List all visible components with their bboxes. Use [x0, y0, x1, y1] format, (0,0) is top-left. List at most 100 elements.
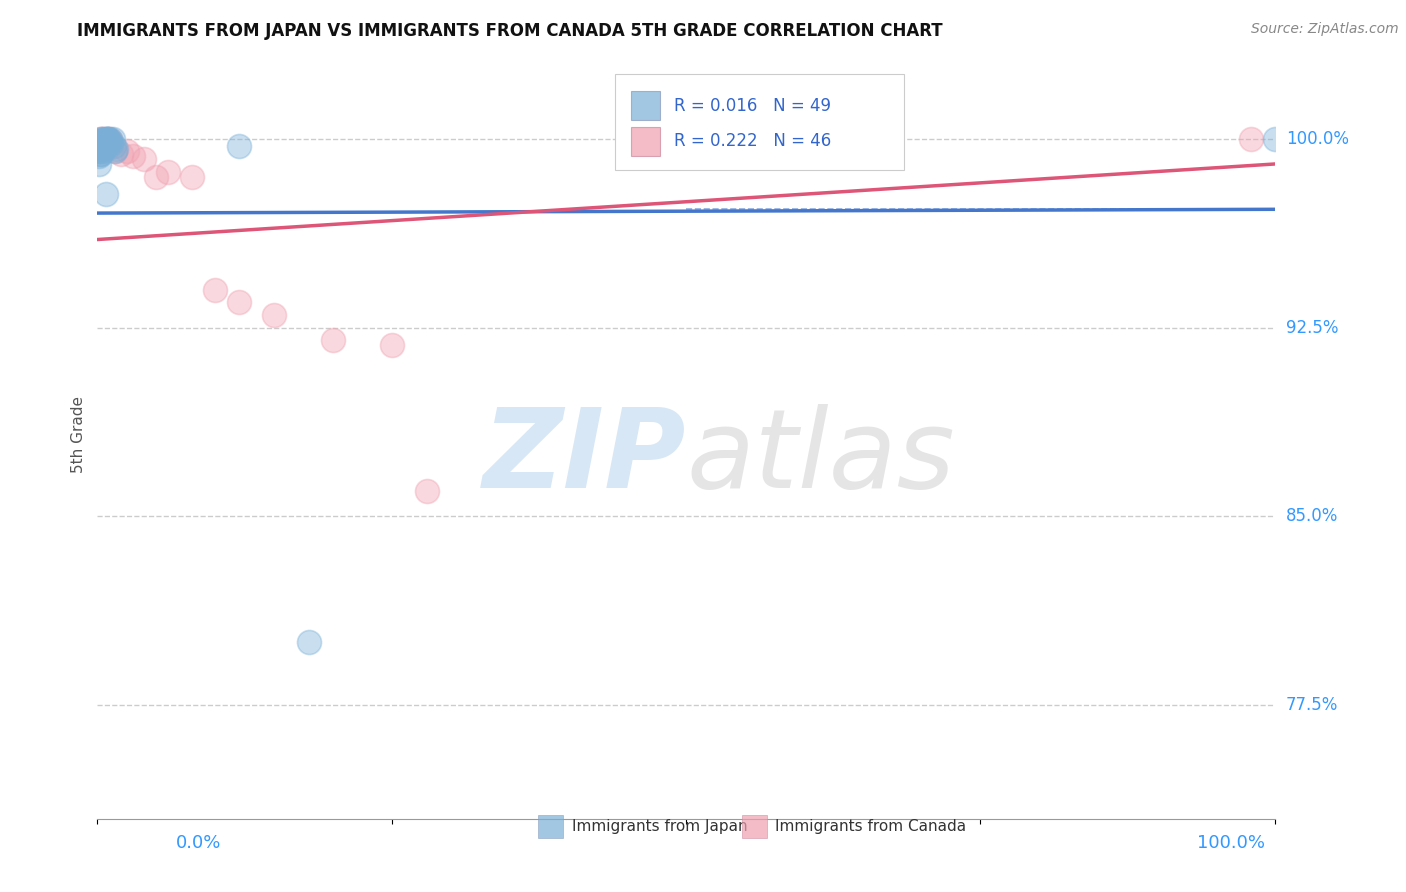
Point — [87, 139, 110, 153]
Point — [91, 132, 114, 146]
Point — [94, 132, 117, 146]
Point — [94, 139, 117, 153]
Point — [180, 169, 202, 184]
FancyBboxPatch shape — [616, 74, 904, 169]
Point — [93, 134, 115, 148]
Point — [98, 132, 121, 146]
Point — [228, 295, 250, 310]
Point — [104, 145, 127, 159]
Point — [228, 139, 250, 153]
Point — [89, 139, 111, 153]
Point — [87, 142, 110, 156]
Text: 77.5%: 77.5% — [1286, 697, 1339, 714]
Point — [1240, 132, 1263, 146]
Point — [91, 139, 114, 153]
Point — [91, 136, 114, 151]
Point — [96, 132, 118, 146]
Point — [89, 136, 111, 151]
Point — [87, 149, 110, 163]
Point — [98, 134, 121, 148]
Point — [89, 142, 111, 156]
Text: 92.5%: 92.5% — [1286, 318, 1339, 336]
Point — [93, 134, 115, 148]
Point — [90, 139, 112, 153]
Point — [105, 142, 128, 156]
Text: R = 0.222   N = 46: R = 0.222 N = 46 — [675, 132, 831, 150]
Point — [89, 134, 111, 148]
Point — [89, 136, 111, 151]
Point — [91, 145, 114, 159]
Point — [93, 134, 115, 148]
Point — [381, 338, 404, 352]
Point — [91, 136, 114, 151]
Point — [93, 136, 115, 151]
Text: Immigrants from Japan: Immigrants from Japan — [571, 820, 747, 834]
Point — [93, 134, 115, 148]
Point — [322, 333, 344, 347]
Point — [156, 164, 179, 178]
Point — [94, 134, 117, 148]
Point — [91, 134, 114, 148]
Point — [97, 139, 120, 153]
Point — [97, 132, 120, 146]
Point — [100, 134, 122, 148]
Text: R = 0.016   N = 49: R = 0.016 N = 49 — [675, 97, 831, 115]
Point — [110, 147, 132, 161]
Point — [91, 145, 114, 159]
Point — [94, 134, 117, 148]
Point — [104, 145, 127, 159]
Point — [98, 132, 121, 146]
Point — [90, 136, 112, 151]
Point — [94, 187, 117, 202]
Point — [97, 134, 120, 148]
Point — [98, 134, 121, 148]
Text: 85.0%: 85.0% — [1286, 508, 1339, 525]
Point — [87, 145, 110, 159]
Point — [90, 142, 112, 156]
Point — [91, 134, 114, 148]
Text: 0.0%: 0.0% — [176, 834, 221, 852]
Text: Immigrants from Canada: Immigrants from Canada — [776, 820, 966, 834]
Point — [134, 152, 156, 166]
Point — [89, 147, 111, 161]
Point — [145, 169, 167, 184]
Point — [100, 136, 122, 151]
Point — [93, 136, 115, 151]
Point — [94, 136, 117, 151]
Point — [298, 635, 321, 649]
FancyBboxPatch shape — [631, 127, 661, 156]
Point — [90, 134, 112, 148]
Y-axis label: 5th Grade: 5th Grade — [72, 396, 86, 473]
Point — [416, 484, 439, 499]
Point — [103, 139, 125, 153]
Point — [87, 145, 110, 159]
Point — [115, 145, 138, 159]
Text: 100.0%: 100.0% — [1286, 130, 1348, 148]
Point — [87, 157, 110, 171]
Point — [87, 134, 110, 148]
Point — [94, 136, 117, 151]
Point — [93, 142, 115, 156]
Point — [89, 142, 111, 156]
Point — [100, 136, 122, 151]
Point — [91, 136, 114, 151]
Point — [1264, 132, 1286, 146]
Point — [91, 134, 114, 148]
Point — [121, 149, 143, 163]
Point — [96, 139, 118, 153]
Text: ZIP: ZIP — [482, 404, 686, 511]
Point — [90, 147, 112, 161]
Point — [90, 139, 112, 153]
Point — [97, 134, 120, 148]
Point — [90, 132, 112, 146]
Point — [96, 134, 118, 148]
Point — [98, 136, 121, 151]
Point — [89, 132, 111, 146]
Point — [204, 283, 226, 297]
FancyBboxPatch shape — [631, 91, 661, 120]
Point — [96, 134, 118, 148]
Point — [98, 134, 121, 148]
Point — [96, 132, 118, 146]
Point — [90, 134, 112, 148]
Point — [91, 132, 114, 146]
